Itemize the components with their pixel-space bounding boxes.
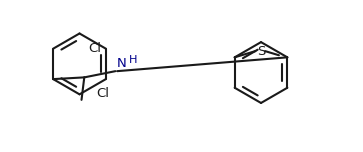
Text: Cl: Cl (96, 87, 109, 100)
Text: S: S (257, 45, 265, 58)
Text: Cl: Cl (88, 42, 101, 55)
Text: N: N (117, 57, 127, 71)
Text: H: H (129, 55, 137, 65)
